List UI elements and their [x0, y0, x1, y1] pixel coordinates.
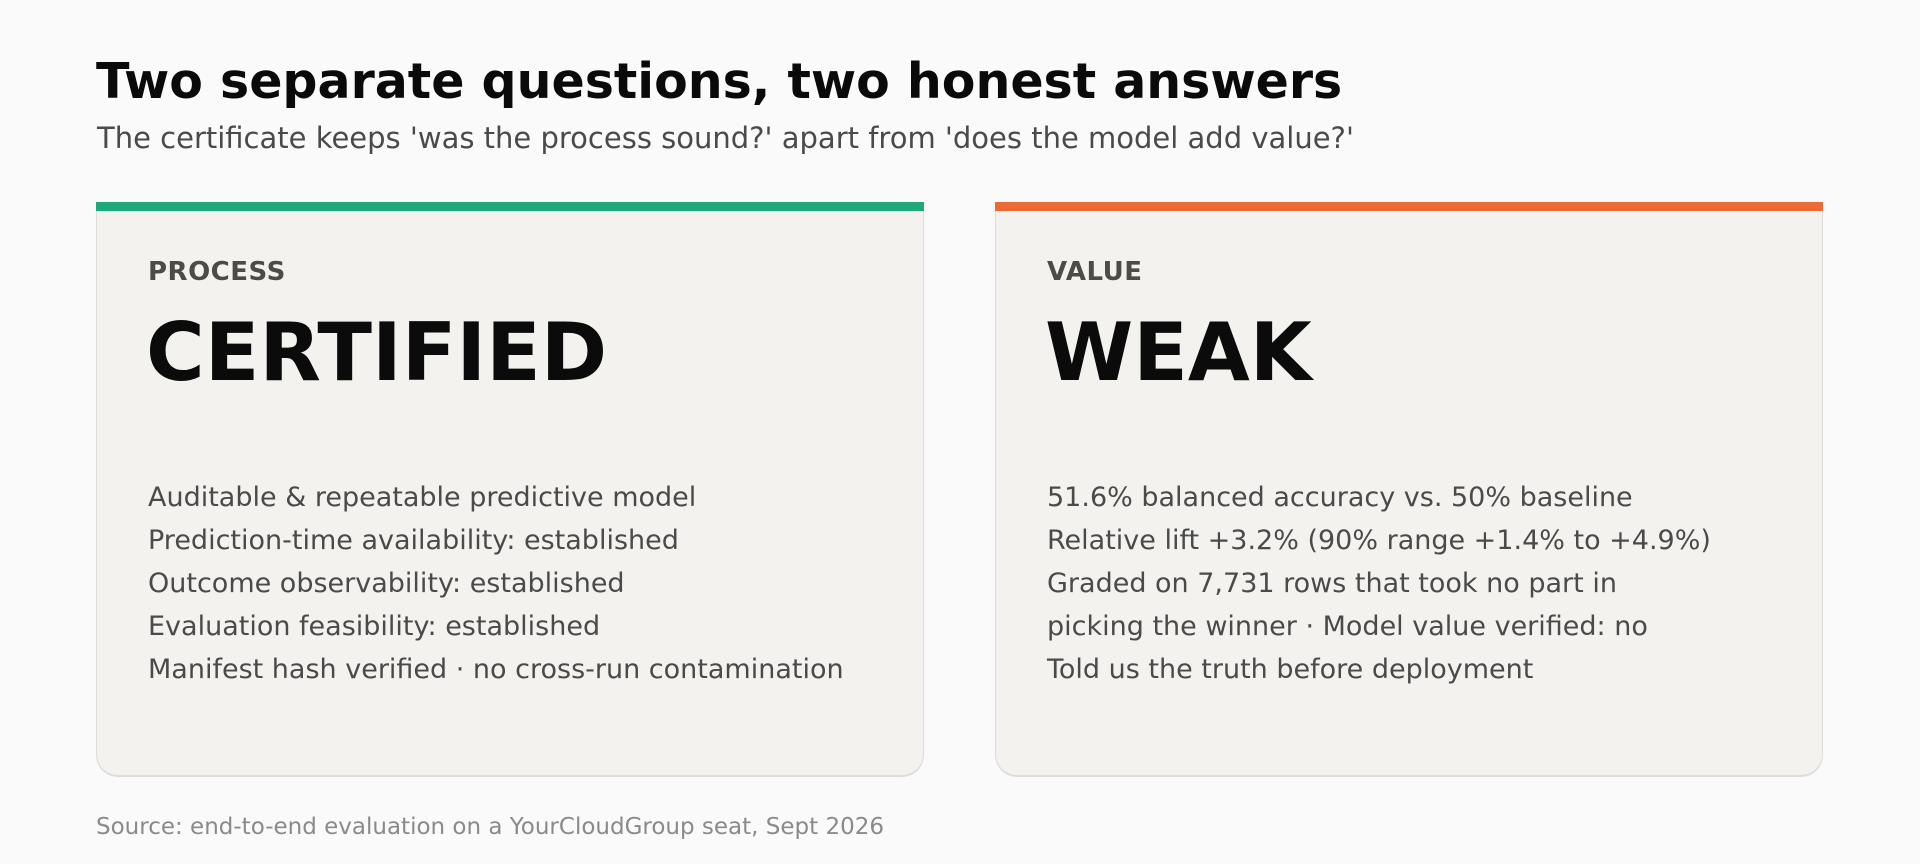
process-details: Auditable & repeatable predictive model …	[148, 476, 844, 691]
value-kicker: VALUE	[1047, 257, 1143, 287]
process-accent-bar	[96, 202, 924, 211]
process-detail-line: Auditable & repeatable predictive model	[148, 482, 697, 513]
value-accent-bar	[995, 202, 1823, 211]
value-verdict: WEAK	[1045, 306, 1312, 399]
page-subtitle: The certificate keeps 'was the process s…	[97, 121, 1354, 155]
process-kicker: PROCESS	[148, 257, 286, 287]
value-detail-line: 51.6% balanced accuracy vs. 50% baseline	[1047, 482, 1633, 513]
value-card: VALUE WEAK 51.6% balanced accuracy vs. 5…	[995, 202, 1823, 777]
value-detail-line: Told us the truth before deployment	[1047, 654, 1534, 685]
page-title: Two separate questions, two honest answe…	[96, 53, 1343, 110]
source-note: Source: end-to-end evaluation on a YourC…	[96, 814, 884, 840]
value-detail-line: picking the winner · Model value verifie…	[1047, 611, 1648, 642]
process-detail-line: Prediction-time availability: establishe…	[148, 525, 679, 556]
process-verdict: CERTIFIED	[146, 306, 608, 399]
value-detail-line: Relative lift +3.2% (90% range +1.4% to …	[1047, 525, 1711, 556]
value-detail-line: Graded on 7,731 rows that took no part i…	[1047, 568, 1617, 599]
process-detail-line: Evaluation feasibility: established	[148, 611, 601, 642]
process-detail-line: Manifest hash verified · no cross-run co…	[148, 654, 844, 685]
process-card: PROCESS CERTIFIED Auditable & repeatable…	[96, 202, 924, 777]
value-details: 51.6% balanced accuracy vs. 50% baseline…	[1047, 476, 1711, 691]
process-detail-line: Outcome observability: established	[148, 568, 625, 599]
